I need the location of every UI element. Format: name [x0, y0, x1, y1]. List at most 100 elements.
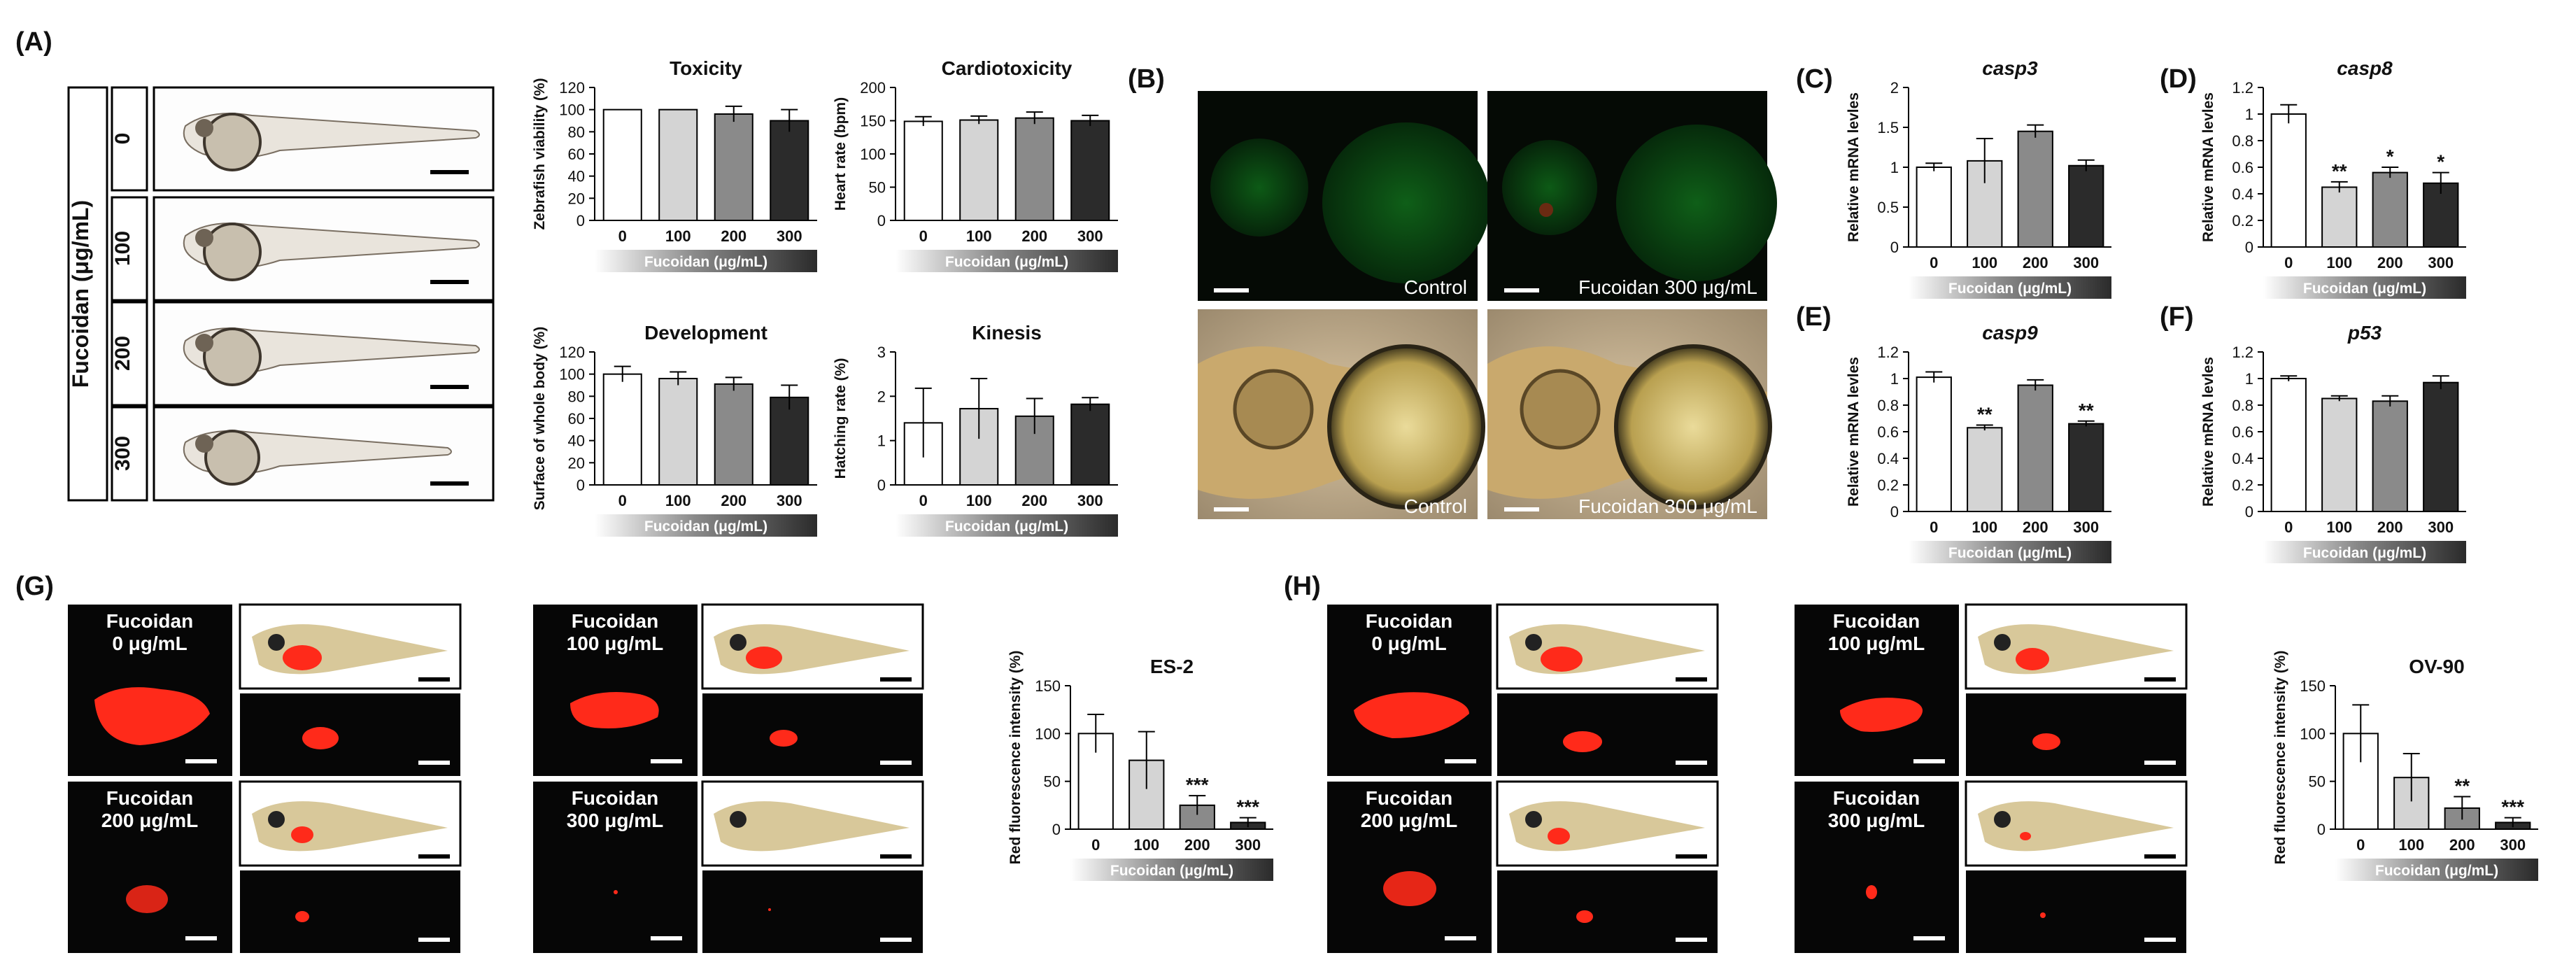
y-axis-label: Red fluorescence intensity (%) — [2272, 651, 2288, 865]
x-tick-label: 0 — [2284, 254, 2293, 271]
h-200-label: Fucoidan 200 μg/mL — [1361, 787, 1458, 831]
x-tick-label: 100 — [1972, 254, 1997, 271]
h-300-label: Fucoidan 300 μg/mL — [1828, 787, 1925, 831]
y-tick-label: 20 — [568, 190, 585, 207]
x-axis-label: Fucoidan (μg/mL) — [1948, 281, 2072, 297]
x-tick-label: 0 — [1930, 254, 1938, 271]
x-axis-label: Fucoidan (μg/mL) — [644, 518, 767, 535]
y-tick-label: 0.4 — [1877, 450, 1899, 467]
y-tick-label: 150 — [860, 113, 886, 130]
x-tick-label: 300 — [777, 227, 802, 245]
bar-100 — [2321, 397, 2358, 512]
dose-gradient-bar — [595, 514, 817, 537]
x-tick-label: 300 — [2428, 254, 2454, 271]
y-tick-label: 80 — [568, 123, 585, 141]
chart-title: casp8 — [2337, 57, 2393, 79]
x-tick-label: 100 — [665, 492, 691, 509]
dose-axis-label: Fucoidan (μg/mL) — [68, 200, 93, 388]
bar-200 — [1179, 804, 1215, 831]
x-tick-label: 200 — [1184, 836, 1210, 854]
x-axis-label: Fucoidan (μg/mL) — [1110, 863, 1233, 879]
chart-toxicity: Toxicity 0 20 40 60 80 100 120 Zebrafish viabili… — [532, 57, 817, 272]
y-tick-label: 0 — [877, 477, 886, 494]
y-axis-label: Surface of whole body (%) — [532, 327, 548, 511]
x-axis-label: Fucoidan (μg/mL) — [1948, 545, 2072, 561]
dose-gradient-bar — [1070, 859, 1273, 881]
chart-es2: ES-2 0 50 100 150 Red fluorescence intensity … — [1007, 651, 1273, 881]
larva-image-100 — [153, 196, 495, 302]
label-control-bottom: Control — [1404, 495, 1467, 517]
y-tick-label: 0 — [576, 477, 585, 494]
x-tick-label: 300 — [2428, 518, 2454, 536]
chart-title: Toxicity — [670, 57, 742, 79]
bar-300 — [770, 120, 809, 221]
h-0-group: Fucoidan 0 μg/mL — [1327, 603, 1719, 776]
bar-200 — [2017, 130, 2053, 248]
y-axis-label: Hatching rate (%) — [833, 358, 849, 479]
y-axis-label: Relative mRNA levles — [2200, 92, 2216, 242]
x-tick-label: 100 — [2326, 518, 2352, 536]
h-100-label: Fucoidan 100 μg/mL — [1828, 610, 1925, 654]
x-tick-label: 0 — [919, 492, 928, 509]
g-300-group: Fucoidan 300 μg/mL — [533, 780, 924, 953]
y-tick-label: 40 — [568, 168, 585, 185]
chart-p53: p53 0 0.2 0.4 0.6 0.8 1 1.2 Relative mRNA levles… — [2200, 322, 2466, 563]
x-tick-label: 300 — [1077, 492, 1103, 509]
x-tick-label: 200 — [721, 492, 746, 509]
bar-100 — [658, 108, 698, 221]
chart-kinesis: Kinesis 0 1 2 3 Hatching rate (%) 0 100 200 300 Fu… — [833, 322, 1118, 537]
bar-0 — [903, 120, 943, 221]
x-tick-label: 0 — [919, 227, 928, 245]
bar-200 — [714, 383, 753, 486]
chart-title: Kinesis — [972, 322, 1042, 344]
panel-a-dose-column: Fucoidan (μg/mL) 0 100 200 300 — [67, 86, 148, 502]
y-tick-label: 0.6 — [2232, 423, 2253, 441]
dose-gradient-bar — [896, 514, 1118, 537]
bar-200 — [2017, 384, 2053, 512]
chart-casp9: casp9 0 0.2 0.4 0.6 0.8 1 1.2 Relative mRNA levl… — [1846, 322, 2111, 563]
y-tick-label: 200 — [860, 79, 886, 97]
bar-100 — [658, 378, 698, 486]
x-tick-label: 300 — [2073, 518, 2099, 536]
panel-a-letter: (A) — [15, 27, 52, 57]
x-tick-label: 300 — [1077, 227, 1103, 245]
significance-marker: * — [2437, 151, 2444, 173]
y-tick-label: 100 — [860, 146, 886, 163]
y-tick-label: 80 — [568, 388, 585, 405]
significance-marker: *** — [1186, 774, 1209, 796]
y-tick-label: 0.8 — [2232, 132, 2253, 150]
bar-0 — [1916, 167, 1952, 248]
label-treated-bottom: Fucoidan 300 μg/mL — [1578, 495, 1757, 517]
y-axis-label: Relative mRNA levles — [2200, 357, 2216, 507]
chart-title: OV-90 — [2409, 656, 2464, 677]
significance-marker: ** — [1977, 404, 1993, 425]
bar-100 — [959, 119, 999, 221]
bar-200 — [1014, 117, 1054, 221]
x-tick-label: 100 — [2398, 836, 2424, 854]
x-tick-label: 200 — [1021, 492, 1047, 509]
g-0-group: Fucoidan 0 μg/mL — [68, 603, 462, 776]
g-200-group: Fucoidan 200 μg/mL — [68, 780, 462, 953]
significance-marker: * — [2386, 146, 2394, 167]
y-tick-label: 0 — [2317, 821, 2326, 838]
significance-marker: ** — [2332, 160, 2347, 182]
fluorescence-control-image: Control — [1198, 91, 1490, 301]
larva-image-0 — [153, 86, 495, 192]
larva-image-200 — [153, 301, 495, 407]
panel-h-letter: (H) — [1284, 572, 1321, 601]
y-tick-label: 20 — [568, 454, 585, 472]
x-tick-label: 0 — [618, 227, 627, 245]
y-tick-label: 2 — [877, 388, 886, 405]
y-tick-label: 0.2 — [1877, 477, 1899, 494]
x-tick-label: 200 — [2023, 518, 2048, 536]
x-tick-label: 200 — [2023, 254, 2048, 271]
dose-gradient-bar — [896, 250, 1118, 272]
x-axis-label: Fucoidan (μg/mL) — [945, 254, 1068, 270]
bar-300 — [1070, 403, 1110, 486]
brightfield-control-image: Control — [1198, 309, 1485, 519]
bar-0 — [2270, 378, 2307, 512]
dose-axis-frame — [67, 86, 108, 502]
significance-marker: *** — [2501, 796, 2524, 818]
x-tick-label: 0 — [2284, 518, 2293, 536]
